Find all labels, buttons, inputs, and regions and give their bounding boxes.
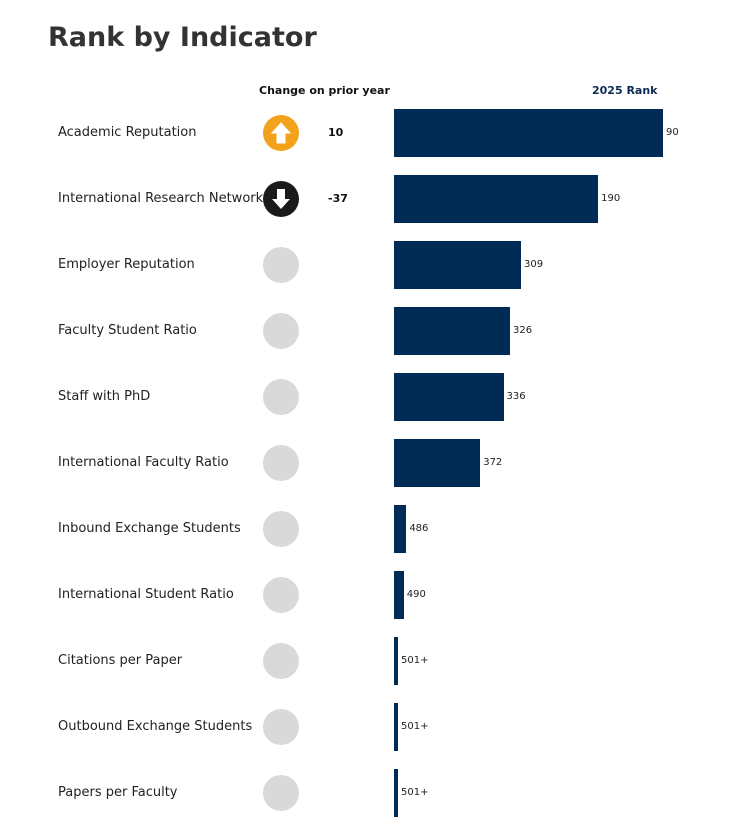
rank-value-label: 326: [513, 325, 533, 336]
rank-bar: [394, 769, 398, 817]
rank-value-label: 90: [666, 127, 679, 138]
rank-bar: [394, 373, 504, 421]
change-value: 10: [328, 126, 344, 139]
rank-bar: [394, 703, 398, 751]
indicator-label: Employer Reputation: [58, 257, 195, 272]
indicator-label: Citations per Paper: [58, 653, 183, 668]
indicator-row: Staff with PhD 336: [0, 373, 748, 421]
rank-column-header: 2025 Rank: [592, 84, 658, 97]
empty-circle-icon: [263, 511, 299, 547]
rank-bar: [394, 175, 599, 223]
indicator-row: Inbound Exchange Students 486: [0, 505, 748, 553]
indicator-row: International Research Network -37 190: [0, 175, 748, 223]
empty-circle-icon: [263, 775, 299, 811]
rank-value-label: 501+: [401, 721, 429, 732]
change-column-header: Change on prior year: [259, 84, 390, 97]
indicator-label: Staff with PhD: [58, 389, 151, 404]
rank-bar: [394, 109, 663, 157]
indicator-label: International Faculty Ratio: [58, 455, 229, 470]
rank-value-label: 309: [524, 259, 544, 270]
indicator-label: Academic Reputation: [58, 125, 197, 140]
indicator-row: International Faculty Ratio 372: [0, 439, 748, 487]
indicator-row: Papers per Faculty 501+: [0, 769, 748, 817]
rank-bar: [394, 571, 404, 619]
empty-circle-icon: [263, 247, 299, 283]
indicator-row: Academic Reputation 10 90: [0, 109, 748, 157]
indicator-row: Outbound Exchange Students 501+: [0, 703, 748, 751]
indicator-label: International Research Network: [58, 191, 264, 206]
rank-value-label: 372: [483, 457, 503, 468]
empty-circle-icon: [263, 379, 299, 415]
rank-bar: [394, 505, 407, 553]
rank-bar: [394, 241, 522, 289]
indicator-row: Employer Reputation 309: [0, 241, 748, 289]
rank-bar: [394, 307, 511, 355]
empty-circle-icon: [263, 445, 299, 481]
indicator-label: Inbound Exchange Students: [58, 521, 241, 536]
empty-circle-icon: [263, 313, 299, 349]
change-value: -37: [328, 192, 348, 205]
rank-value-label: 190: [601, 193, 621, 204]
indicator-row: Faculty Student Ratio 326: [0, 307, 748, 355]
rank-bar: [394, 439, 481, 487]
empty-circle-icon: [263, 709, 299, 745]
rank-value-label: 501+: [401, 787, 429, 798]
indicator-label: Papers per Faculty: [58, 785, 178, 800]
indicator-row: Citations per Paper 501+: [0, 637, 748, 685]
rank-value-label: 336: [506, 391, 526, 402]
indicator-row: International Student Ratio 490: [0, 571, 748, 619]
indicator-label: International Student Ratio: [58, 587, 234, 602]
rank-value-label: 501+: [401, 655, 429, 666]
empty-circle-icon: [263, 577, 299, 613]
rank-value-label: 486: [409, 523, 429, 534]
rank-bar: [394, 637, 398, 685]
arrow-down-icon: [263, 181, 299, 217]
rank-value-label: 490: [406, 589, 426, 600]
indicator-label: Faculty Student Ratio: [58, 323, 197, 338]
empty-circle-icon: [263, 643, 299, 679]
indicator-label: Outbound Exchange Students: [58, 719, 253, 734]
arrow-up-icon: [263, 115, 299, 151]
page-title: Rank by Indicator: [48, 22, 317, 53]
